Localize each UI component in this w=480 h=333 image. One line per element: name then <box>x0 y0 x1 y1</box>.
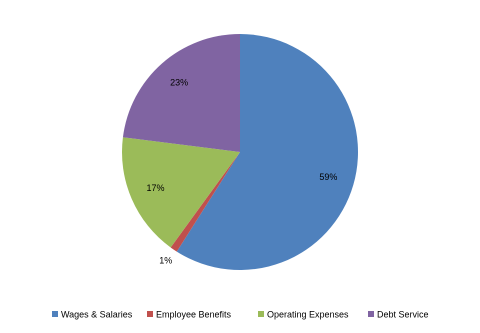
pie-slice <box>170 152 240 252</box>
legend-label: Wages & Salaries <box>61 309 133 319</box>
slice-label: 17% <box>147 183 165 193</box>
slice-label: 59% <box>319 172 337 182</box>
legend-swatch <box>258 311 264 317</box>
legend-swatch <box>52 311 58 317</box>
slice-label: 23% <box>170 77 188 87</box>
legend-swatch <box>368 311 374 317</box>
legend-label: Debt Service <box>377 309 429 319</box>
legend-label: Employee Benefits <box>156 309 232 319</box>
slice-label: 1% <box>159 256 172 266</box>
pie-slice <box>176 34 358 270</box>
pie-slice <box>121 137 240 248</box>
legend-swatch <box>147 311 153 317</box>
legend-label: Operating Expenses <box>267 309 349 319</box>
pie-slice <box>122 34 240 152</box>
